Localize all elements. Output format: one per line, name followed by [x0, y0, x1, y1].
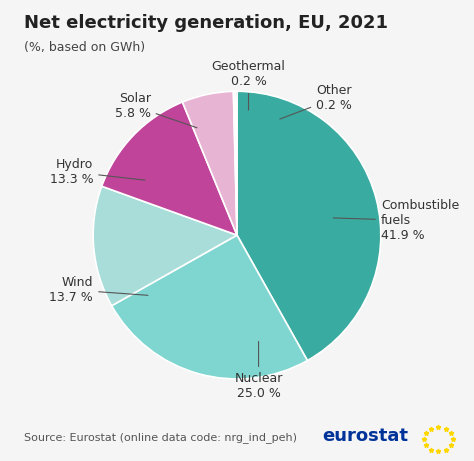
Text: Hydro
13.3 %: Hydro 13.3 % [50, 158, 145, 186]
Wedge shape [182, 91, 237, 235]
Text: (%, based on GWh): (%, based on GWh) [24, 41, 145, 54]
Text: Nuclear
25.0 %: Nuclear 25.0 % [234, 342, 283, 400]
Wedge shape [102, 102, 237, 235]
Wedge shape [233, 91, 237, 235]
Wedge shape [93, 186, 237, 306]
Text: Geothermal
0.2 %: Geothermal 0.2 % [211, 60, 285, 110]
Text: eurostat: eurostat [322, 427, 408, 445]
Text: Combustible
fuels
41.9 %: Combustible fuels 41.9 % [333, 199, 459, 242]
Text: Net electricity generation, EU, 2021: Net electricity generation, EU, 2021 [24, 14, 388, 32]
Text: Other
0.2 %: Other 0.2 % [280, 84, 352, 119]
Wedge shape [237, 91, 381, 361]
Text: Source: Eurostat (online data code: nrg_ind_peh): Source: Eurostat (online data code: nrg_… [24, 431, 297, 443]
Text: Solar
5.8 %: Solar 5.8 % [115, 92, 197, 128]
Text: Wind
13.7 %: Wind 13.7 % [49, 276, 148, 304]
Wedge shape [235, 91, 237, 235]
Wedge shape [112, 235, 308, 379]
